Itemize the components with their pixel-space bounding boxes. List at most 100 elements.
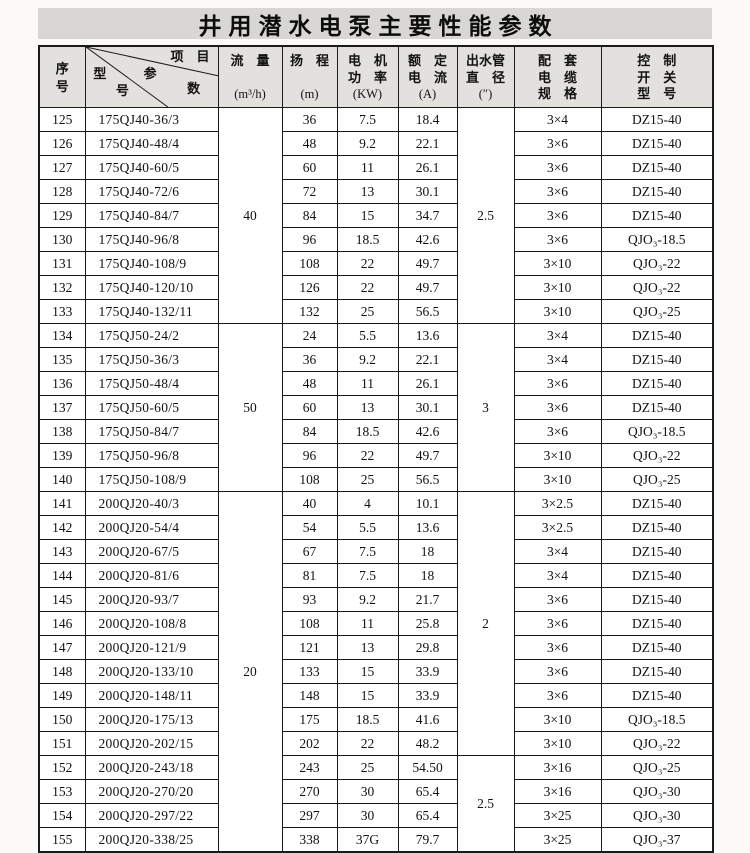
cell-power: 30 [336,803,399,828]
cell-model: 200QJ20-270/20 [84,779,219,804]
cell-switch: DZ15-40 [600,155,714,180]
cell-current: 22.1 [397,347,458,372]
cell-model: 175QJ40-36/3 [84,107,219,132]
cell-current: 18 [397,539,458,564]
cell-serial: 128 [38,179,86,204]
cell-switch: DZ15-40 [600,683,714,708]
cell-power: 11 [336,371,399,396]
header-head-unit: (m) [300,87,319,101]
header-diameter-unit: (″) [478,87,493,101]
cell-current: 48.2 [397,731,458,756]
table-row: 128 175QJ40-72/6 72 13 30.1 3×6 DZ15-40 [38,179,714,204]
cell-cable: 3×10 [513,467,602,492]
cell-serial: 147 [38,635,86,660]
cell-head: 270 [281,779,338,804]
table-row: 155 200QJ20-338/25 338 37G 79.7 3×25 QJO₃-37 [38,827,714,853]
cell-serial: 129 [38,203,86,228]
cell-power: 15 [336,203,399,228]
header-head: 扬 程 (m) [281,45,338,108]
cell-power: 11 [336,155,399,180]
table-row: 137 175QJ50-60/5 60 13 30.1 3×6 DZ15-40 [38,395,714,420]
cell-head: 60 [281,395,338,420]
cell-current: 65.4 [397,803,458,828]
cell-cable: 3×10 [513,275,602,300]
cell-serial: 133 [38,299,86,324]
header-flow-line1: 流 量 [230,53,270,68]
cell-current: 18.4 [397,107,458,132]
table-row: 139 175QJ50-96/8 96 22 49.7 3×10 QJO₃-22 [38,443,714,468]
table-row: 140 175QJ50-108/9 108 25 56.5 3×10 QJO₃-25 [38,467,714,492]
cell-serial: 155 [38,827,86,853]
table-row: 133 175QJ40-132/11 132 25 56.5 3×10 QJO₃-25 [38,299,714,324]
cell-head: 108 [281,251,338,276]
cell-current: 33.9 [397,659,458,684]
cell-head: 81 [281,563,338,588]
cell-current: 18 [397,563,458,588]
header-power-line2: 功 率 [347,70,387,85]
header-cable: 配 套 电 缆 规 格 [513,45,602,108]
table-row: 129 175QJ40-84/7 84 15 34.7 3×6 DZ15-40 [38,203,714,228]
cell-serial: 137 [38,395,86,420]
table-row: 150 200QJ20-175/13 175 18.5 41.6 3×10 QJO₃-18.… [38,707,714,732]
cell-serial: 149 [38,683,86,708]
cell-head: 93 [281,587,338,612]
cell-power: 15 [336,683,399,708]
cell-switch: QJO₃-30 [600,803,714,828]
cell-cable: 3×4 [513,539,602,564]
header-head-line1: 扬 程 [289,53,329,68]
cell-cable: 3×16 [513,779,602,804]
cell-switch: DZ15-40 [600,179,714,204]
table-row: 131 175QJ40-108/9 108 22 49.7 3×10 QJO₃-22 [38,251,714,276]
cell-current: 30.1 [397,395,458,420]
cell-serial: 150 [38,707,86,732]
cell-model: 175QJ50-36/3 [84,347,219,372]
cell-diameter: 3 [456,323,515,492]
cell-switch: QJO₃-18.5 [600,419,714,444]
cell-cable: 3×6 [513,371,602,396]
header-cable-line1: 配 套 [537,53,577,68]
table-row: 125 175QJ40-36/3 40 36 7.5 18.4 2.5 3×4 DZ15-40 [38,107,714,324]
cell-head: 243 [281,755,338,780]
table-row: 148 200QJ20-133/10 133 15 33.9 3×6 DZ15-40 [38,659,714,684]
cell-switch: DZ15-40 [600,659,714,684]
cell-current: 22.1 [397,131,458,156]
cell-model: 200QJ20-93/7 [84,587,219,612]
cell-switch: DZ15-40 [600,203,714,228]
table-row: 141 200QJ20-40/3 20 40 4 10.1 2 3×2.5 DZ15-40 [38,491,714,853]
cell-switch: QJO₃-22 [600,443,714,468]
table-row: 143 200QJ20-67/5 67 7.5 18 3×4 DZ15-40 [38,539,714,564]
cell-model: 175QJ50-108/9 [84,467,219,492]
cell-model: 175QJ40-60/5 [84,155,219,180]
cell-power: 15 [336,659,399,684]
cell-model: 200QJ20-133/10 [84,659,219,684]
header-flow: 流 量 (m³/h) [217,45,283,108]
cell-model: 175QJ40-120/10 [84,275,219,300]
cell-current: 26.1 [397,371,458,396]
cell-head: 48 [281,131,338,156]
cell-switch: DZ15-40 [600,491,714,516]
cell-power: 25 [336,467,399,492]
cell-current: 54.50 [397,755,458,780]
cell-cable: 3×6 [513,395,602,420]
cell-switch: DZ15-40 [600,587,714,612]
cell-power: 13 [336,395,399,420]
header-power-unit: (KW) [352,87,383,101]
table-row: 136 175QJ50-48/4 48 11 26.1 3×6 DZ15-40 [38,371,714,396]
cell-cable: 3×6 [513,419,602,444]
header-switch-line1: 控 制 [637,53,677,68]
cell-serial: 140 [38,467,86,492]
cell-current: 79.7 [397,827,458,853]
header-cable-line3: 规 格 [537,86,577,101]
header-switch-line2: 开 关 [637,69,677,85]
cell-flow: 50 [217,323,283,492]
cell-switch: DZ15-40 [600,563,714,588]
cell-model: 200QJ20-81/6 [84,563,219,588]
cell-switch: DZ15-40 [600,107,714,132]
cell-model: 175QJ40-84/7 [84,203,219,228]
header-current-unit: (A) [418,87,437,101]
table-row: 152 200QJ20-243/18 243 25 54.50 2.5 3×16 QJO₃-2… [38,755,714,853]
cell-cable: 3×6 [513,683,602,708]
cell-cable: 3×6 [513,611,602,636]
cell-power: 4 [336,491,399,516]
diagonal-lines [86,47,218,107]
